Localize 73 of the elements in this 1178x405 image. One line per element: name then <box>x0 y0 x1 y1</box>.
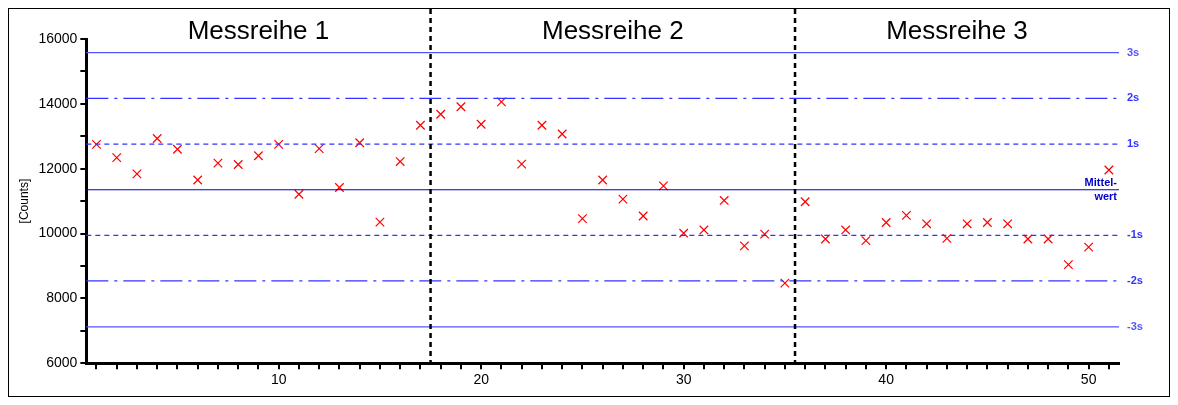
point <box>516 159 527 169</box>
point <box>780 278 790 288</box>
point <box>1063 259 1074 270</box>
y-tick-label: 8000 <box>46 289 78 306</box>
point <box>1043 234 1053 244</box>
point <box>91 139 102 150</box>
y-axis-title: [Counts] <box>16 178 31 224</box>
point <box>233 159 244 170</box>
point <box>861 235 871 246</box>
point <box>253 150 264 161</box>
point <box>638 211 649 221</box>
annotation: Messreihe 3 <box>886 15 1028 46</box>
point <box>273 139 284 150</box>
point <box>881 217 891 228</box>
point <box>294 189 304 200</box>
point <box>435 109 446 120</box>
point <box>375 217 385 228</box>
point <box>496 97 507 107</box>
annotation: Messreihe 2 <box>541 15 684 46</box>
point <box>759 229 770 240</box>
point <box>577 213 588 224</box>
point <box>597 175 608 185</box>
x-tick-label: 40 <box>878 371 895 388</box>
point <box>1002 218 1013 229</box>
point <box>1083 242 1094 252</box>
point <box>354 137 365 148</box>
point <box>719 195 729 206</box>
y-tick-label: 12000 <box>38 159 78 176</box>
point <box>901 210 912 221</box>
point <box>658 181 669 191</box>
y-tick-label: 16000 <box>38 29 78 46</box>
ref-line-label: -2s <box>1127 273 1143 286</box>
point <box>1104 165 1114 175</box>
point <box>678 228 689 239</box>
point <box>982 217 993 228</box>
x-tick-label: 20 <box>473 371 490 388</box>
point <box>132 169 142 179</box>
ref-line-label: Mittel- wert <box>1084 175 1118 202</box>
point <box>314 143 325 154</box>
point <box>699 225 709 235</box>
ref-line-label: 2s <box>1127 91 1140 104</box>
point <box>942 233 952 244</box>
point <box>739 241 750 251</box>
point <box>213 158 223 169</box>
point <box>618 194 628 204</box>
point <box>840 225 851 235</box>
ref-line-label: -3s <box>1127 319 1143 332</box>
ref-line-label: 3s <box>1127 45 1140 58</box>
point <box>962 218 972 229</box>
y-tick-label: 14000 <box>38 94 78 111</box>
point <box>476 119 487 130</box>
point <box>557 129 568 139</box>
point <box>415 120 426 131</box>
y-tick-label: 10000 <box>38 224 78 241</box>
point <box>1023 234 1033 244</box>
x-tick-label: 10 <box>270 371 287 388</box>
point <box>820 234 831 244</box>
x-tick-label: 50 <box>1080 371 1097 388</box>
point <box>152 133 163 144</box>
point <box>456 101 466 112</box>
ref-line-label: -1s <box>1127 228 1143 241</box>
annotation: Messreihe 1 <box>187 15 330 46</box>
point <box>334 182 345 193</box>
y-tick-label: 6000 <box>46 354 78 371</box>
point <box>800 196 810 207</box>
ref-line-label: 1s <box>1127 137 1140 150</box>
point <box>111 152 122 163</box>
point <box>921 218 932 229</box>
point <box>537 120 547 131</box>
point <box>172 144 183 155</box>
x-tick-label: 30 <box>675 371 692 388</box>
point <box>192 175 203 185</box>
point <box>395 156 406 167</box>
